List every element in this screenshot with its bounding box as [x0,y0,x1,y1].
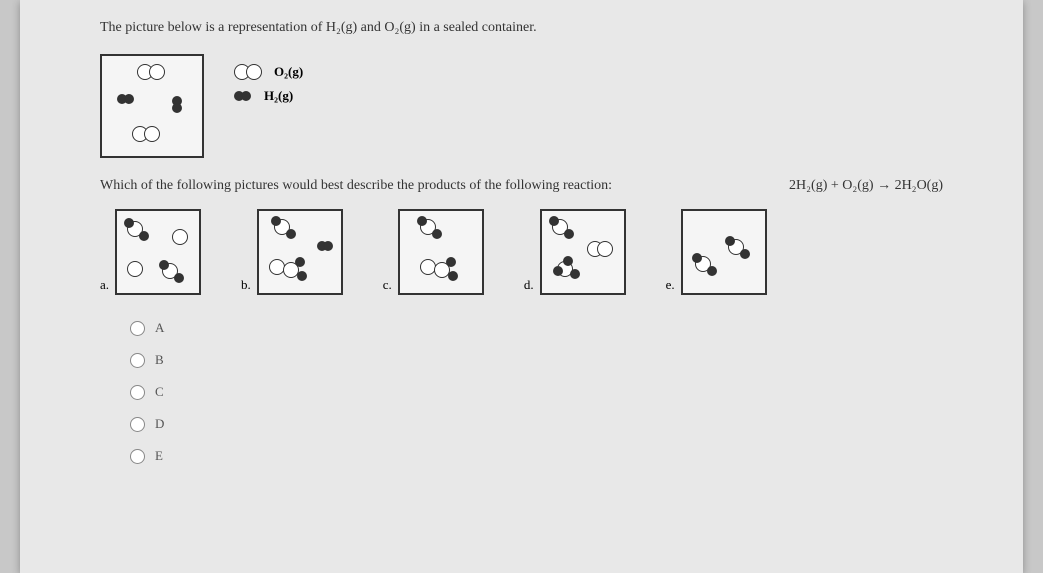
answer-b-label: B [155,352,164,368]
answer-e-label: E [155,448,163,464]
option-d-box [540,209,626,295]
answer-d-label: D [155,416,164,432]
radio-e[interactable] [130,449,145,464]
h2-icon [234,91,254,101]
option-a-box [115,209,201,295]
intro-text: The picture below is a representation of… [100,20,943,36]
radio-b[interactable] [130,353,145,368]
legend-h2-row: H₂(g) [234,88,303,104]
legend: O₂(g) H₂(g) [234,64,303,104]
answer-b-row[interactable]: B [130,352,943,368]
answer-choices: A B C D E [130,320,943,464]
option-b-letter: b. [241,277,251,295]
option-e-letter: e. [666,277,675,295]
legend-o2-row: O₂(g) [234,64,303,80]
option-d-letter: d. [524,277,534,295]
o2-icon [234,64,264,80]
options-row: a. b. c. d. e. [100,209,943,295]
option-e-box [681,209,767,295]
option-b-box [257,209,343,295]
reaction-equation: 2H₂(g) + O₂(g) → 2H₂O(g) [789,178,943,194]
question-page: The picture below is a representation of… [20,0,1023,573]
answer-a-row[interactable]: A [130,320,943,336]
option-d: d. [524,209,626,295]
answer-c-label: C [155,384,164,400]
answer-a-label: A [155,320,164,336]
answer-d-row[interactable]: D [130,416,943,432]
option-c-letter: c. [383,277,392,295]
question2-text: Which of the following pictures would be… [100,178,612,194]
option-a: a. [100,209,201,295]
radio-a[interactable] [130,321,145,336]
radio-c[interactable] [130,385,145,400]
option-c-box [398,209,484,295]
option-b: b. [241,209,343,295]
option-a-letter: a. [100,277,109,295]
answer-c-row[interactable]: C [130,384,943,400]
option-e: e. [666,209,767,295]
h2-label: H₂(g) [264,88,293,104]
answer-e-row[interactable]: E [130,448,943,464]
main-container-box [100,54,204,158]
diagram-row: O₂(g) H₂(g) [100,54,943,158]
o2-label: O₂(g) [274,64,303,80]
radio-d[interactable] [130,417,145,432]
question2-row: Which of the following pictures would be… [100,178,943,194]
option-c: c. [383,209,484,295]
